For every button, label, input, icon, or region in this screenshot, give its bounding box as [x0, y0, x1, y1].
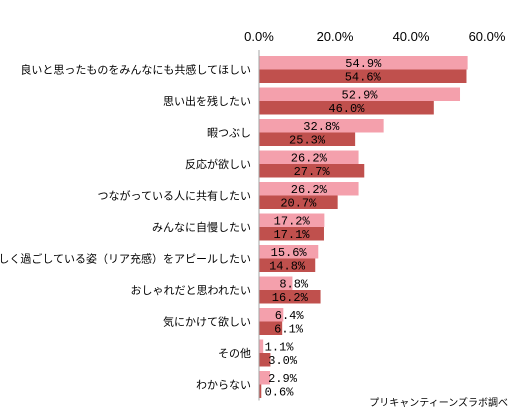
data-label-series-2: 20.7%	[280, 197, 317, 211]
category-label: つながっている人に共有したい	[98, 189, 251, 203]
data-label-series-1: 2.9%	[268, 372, 298, 386]
category-label: 楽しく過ごしている姿（リア充感）をアピールしたい	[0, 252, 251, 266]
bar-series-1	[259, 276, 293, 290]
bar-series-2	[259, 227, 324, 241]
bar-series-1	[259, 56, 468, 70]
data-label-series-2: 16.2%	[272, 291, 309, 305]
bar-series-1	[259, 371, 271, 385]
bar-series-1	[259, 150, 359, 164]
data-label-series-2: 14.8%	[269, 260, 306, 274]
data-label-series-2: 54.6%	[345, 71, 382, 85]
x-tick-label: 20.0%	[317, 29, 354, 44]
x-tick-label: 60.0%	[469, 29, 506, 44]
data-label-series-2: 46.0%	[328, 102, 365, 116]
category-label: わからない	[196, 379, 251, 392]
bar-series-1	[259, 245, 319, 259]
x-axis-ticks: 0.0% 20.0% 40.0% 60.0%	[244, 29, 506, 44]
data-label-series-1: 26.2%	[291, 183, 328, 197]
category-label: 反応が欲しい	[185, 157, 251, 171]
source-credit: プリキャンティーンズラボ調べ	[369, 396, 508, 409]
data-label-series-2: 27.7%	[294, 165, 331, 179]
category-label: 気にかけて欲しい	[163, 315, 251, 329]
category-label: その他	[218, 347, 251, 360]
bar-series-2	[259, 353, 271, 367]
category-label: おしゃれだと思われたい	[131, 284, 251, 297]
data-label-series-1: 1.1%	[265, 341, 295, 355]
bar-series-2	[259, 290, 321, 304]
x-tick-label: 40.0%	[393, 29, 430, 44]
data-label-series-1: 6.4%	[275, 309, 305, 323]
data-label-series-2: 25.3%	[289, 134, 326, 148]
data-label-series-1: 15.6%	[271, 246, 308, 260]
category-label: 思い出を残したい	[163, 94, 251, 108]
category-label: みんなに自慢したい	[152, 221, 251, 234]
bar-series-2	[259, 69, 467, 83]
data-label-series-1: 52.9%	[342, 89, 379, 103]
bar-series-1	[259, 119, 384, 133]
data-label-series-1: 54.9%	[345, 57, 382, 71]
bar-series-2	[259, 164, 365, 178]
data-label-series-1: 32.8%	[303, 120, 340, 134]
data-label-series-1: 8.8%	[279, 278, 309, 292]
bar-series-1	[259, 182, 359, 196]
data-label-series-2: 17.1%	[273, 228, 310, 242]
x-tick-label: 0.0%	[244, 29, 274, 44]
data-label-series-1: 26.2%	[291, 152, 328, 166]
category-labels: 良いと思ったものをみんなにも共感してほしい思い出を残したい暇つぶし反応が欲しいつ…	[0, 63, 251, 392]
bar-series-2	[259, 321, 283, 335]
bar-series-1	[259, 339, 264, 353]
data-label-series-2: 3.0%	[268, 354, 298, 368]
category-label: 暇つぶし	[207, 127, 251, 140]
data-label-series-2: 0.6%	[265, 386, 295, 400]
bar-series-1	[259, 87, 461, 101]
bar-series-2	[259, 101, 434, 115]
bar-series-2	[259, 384, 262, 398]
bar-series-2	[259, 258, 316, 272]
bar-series-2	[259, 195, 338, 209]
category-label: 良いと思ったものをみんなにも共感してほしい	[20, 63, 251, 77]
data-label-series-2: 6.1%	[274, 323, 304, 337]
bar-series-1	[259, 308, 284, 322]
data-label-series-1: 17.2%	[274, 215, 311, 229]
bar-series-1	[259, 213, 325, 227]
bars: 54.9%54.6%52.9%46.0%32.8%25.3%26.2%27.7%…	[259, 56, 468, 400]
bar-series-2	[259, 132, 356, 146]
